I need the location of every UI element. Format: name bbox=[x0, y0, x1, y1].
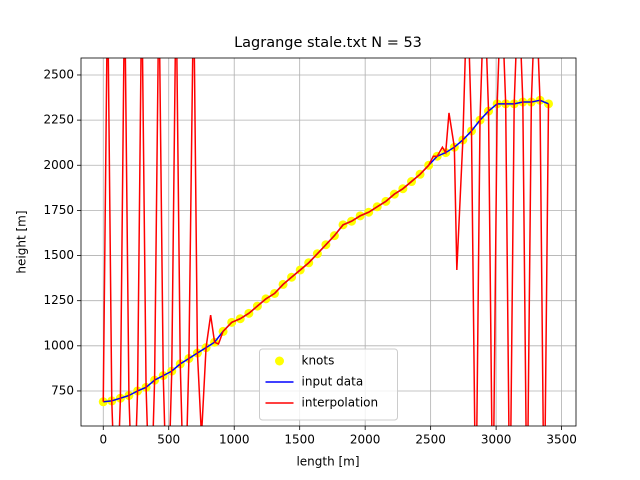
y-tick-label: 1250 bbox=[43, 293, 74, 307]
plot-area bbox=[98, 58, 553, 426]
interpolation-line bbox=[102, 58, 550, 426]
y-tick-label: 1750 bbox=[43, 203, 74, 217]
x-tick-label: 3000 bbox=[481, 433, 512, 447]
y-tick-label: 750 bbox=[51, 383, 74, 397]
x-tick-label: 2500 bbox=[415, 433, 446, 447]
legend-marker bbox=[275, 356, 284, 366]
legend: knots input data interpolation bbox=[259, 348, 398, 421]
y-tick-label: 1000 bbox=[43, 338, 74, 352]
x-tick-label: 1000 bbox=[219, 433, 250, 447]
y-tick-label: 2500 bbox=[43, 67, 74, 81]
legend-label: input data bbox=[302, 375, 364, 389]
legend-label: knots bbox=[302, 354, 335, 368]
chart-title: Lagrange stale.txt N = 53 bbox=[234, 35, 422, 51]
x-tick-label: 1500 bbox=[284, 433, 315, 447]
y-tick-label: 2250 bbox=[43, 113, 74, 127]
x-tick-label: 500 bbox=[157, 433, 180, 447]
x-tick-label: 2000 bbox=[350, 433, 381, 447]
x-axis-label: length [m] bbox=[296, 455, 359, 469]
x-tick-label: 3500 bbox=[546, 433, 577, 447]
y-tick-label: 1500 bbox=[43, 248, 74, 262]
legend-label: interpolation bbox=[302, 396, 379, 410]
plot-frame bbox=[80, 57, 577, 427]
x-tick-label: 0 bbox=[99, 433, 107, 447]
legend-box bbox=[259, 348, 398, 421]
y-axis-label: height [m] bbox=[15, 210, 29, 273]
y-tick-label: 2000 bbox=[43, 158, 74, 172]
